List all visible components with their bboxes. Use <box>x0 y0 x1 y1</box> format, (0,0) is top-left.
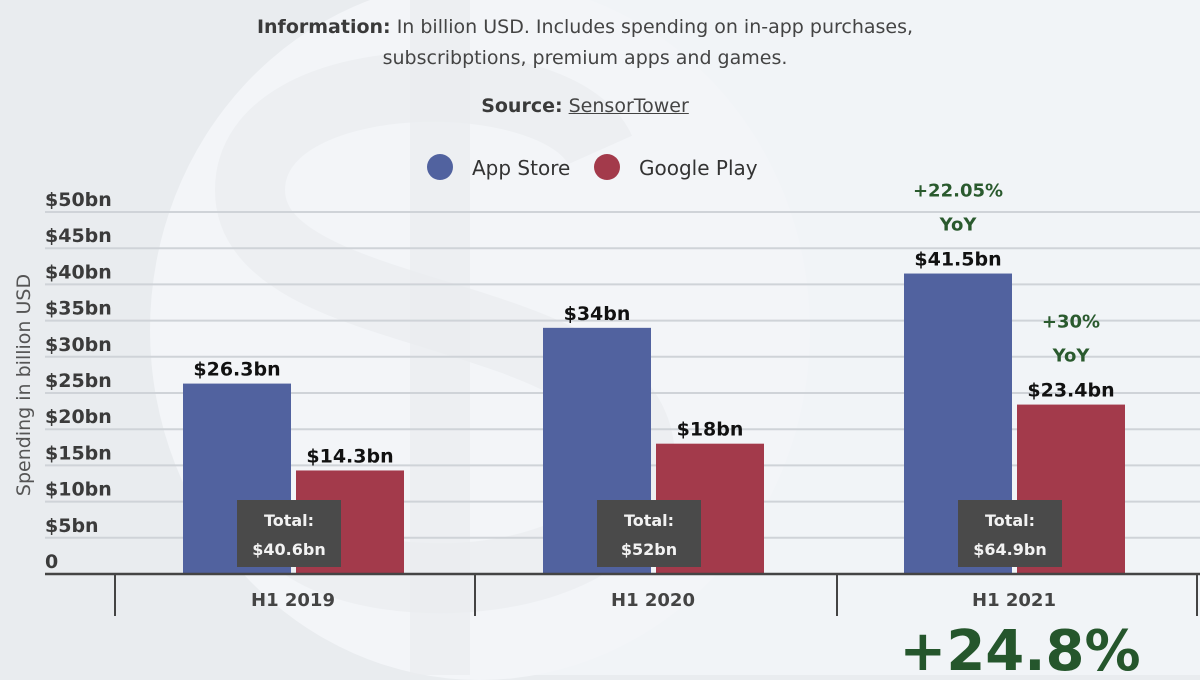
legend-marker <box>594 154 620 180</box>
yoy-label: YoY <box>1052 346 1091 367</box>
data-label: $41.5bn <box>914 249 1001 271</box>
x-category-label: H1 2020 <box>611 590 695 611</box>
total-box <box>597 500 701 567</box>
yoy-percent: +30% <box>1042 312 1100 333</box>
data-label: $14.3bn <box>306 445 393 467</box>
data-label: $18bn <box>677 419 744 441</box>
legend-label: Google Play <box>639 156 758 180</box>
y-tick-label: $5bn <box>45 515 99 537</box>
y-tick-label: $50bn <box>45 189 112 211</box>
yoy-label: YoY <box>939 215 978 236</box>
data-label: $23.4bn <box>1027 380 1114 402</box>
total-label: Total: <box>624 511 674 530</box>
info-line2: subscribptions, premium apps and games. <box>382 47 788 69</box>
y-tick-label: 0 <box>45 551 58 573</box>
y-tick-label: $45bn <box>45 225 112 247</box>
x-category-label: H1 2019 <box>251 590 335 611</box>
total-label: Total: <box>985 511 1035 530</box>
total-value: $64.9bn <box>973 540 1046 559</box>
y-tick-label: $35bn <box>45 298 112 320</box>
y-tick-label: $15bn <box>45 442 112 464</box>
y-tick-label: $25bn <box>45 370 112 392</box>
y-tick-label: $10bn <box>45 479 112 501</box>
total-box <box>237 500 341 567</box>
yoy-annotation: +22.05% YoY <box>913 181 1003 236</box>
y-tick-label: $40bn <box>45 261 112 283</box>
y-tick-label: $30bn <box>45 334 112 356</box>
x-category-label: H1 2021 <box>972 590 1056 611</box>
total-label: Total: <box>264 511 314 530</box>
data-label: $26.3bn <box>193 359 280 381</box>
yoy-annotation: +30% YoY <box>1042 312 1100 367</box>
info-text: Information: In billion USD. Includes sp… <box>0 12 1170 74</box>
source-label: Source: <box>481 95 563 117</box>
y-tick-label: $20bn <box>45 406 112 428</box>
yoy-percent: +22.05% <box>913 181 1003 202</box>
source: Source: SensorTower <box>0 91 1170 122</box>
data-label: $34bn <box>564 303 631 325</box>
total-box <box>958 500 1062 567</box>
total-value: $52bn <box>621 540 677 559</box>
info-line1: In billion USD. Includes spending on in-… <box>396 16 914 38</box>
y-axis-label: Spending in billion USD <box>13 274 35 496</box>
info-label: Information: <box>256 16 391 38</box>
legend-marker <box>427 154 453 180</box>
headline-growth: +24.8% <box>899 619 1140 675</box>
legend-label: App Store <box>472 156 570 180</box>
total-value: $40.6bn <box>252 540 325 559</box>
source-link[interactable]: SensorTower <box>568 95 689 117</box>
